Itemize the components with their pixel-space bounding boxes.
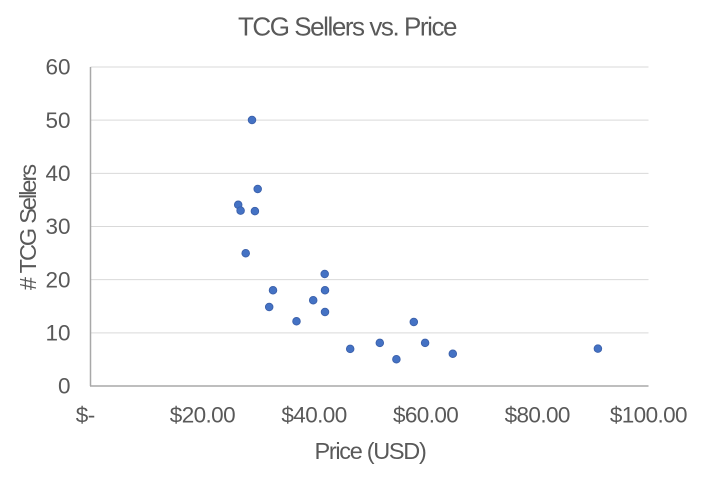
- svg-text:0: 0: [58, 374, 71, 399]
- svg-text:$60.00: $60.00: [393, 403, 458, 428]
- svg-text:$40.00: $40.00: [281, 403, 346, 428]
- svg-text:10: 10: [45, 321, 70, 346]
- svg-text:# TCG Sellers: # TCG Sellers: [15, 165, 41, 290]
- svg-text:$100.00: $100.00: [610, 403, 687, 428]
- svg-text:$80.00: $80.00: [505, 403, 570, 428]
- svg-text:50: 50: [45, 108, 70, 133]
- svg-text:40: 40: [45, 161, 70, 186]
- svg-text:Price (USD): Price (USD): [314, 438, 426, 464]
- svg-text:TCG Sellers vs. Price: TCG Sellers vs. Price: [238, 12, 457, 42]
- svg-text:60: 60: [45, 55, 70, 80]
- svg-text:30: 30: [45, 214, 70, 239]
- svg-text:20: 20: [45, 267, 70, 292]
- svg-text:$20.00: $20.00: [170, 403, 235, 428]
- svg-text:$-: $-: [76, 403, 95, 428]
